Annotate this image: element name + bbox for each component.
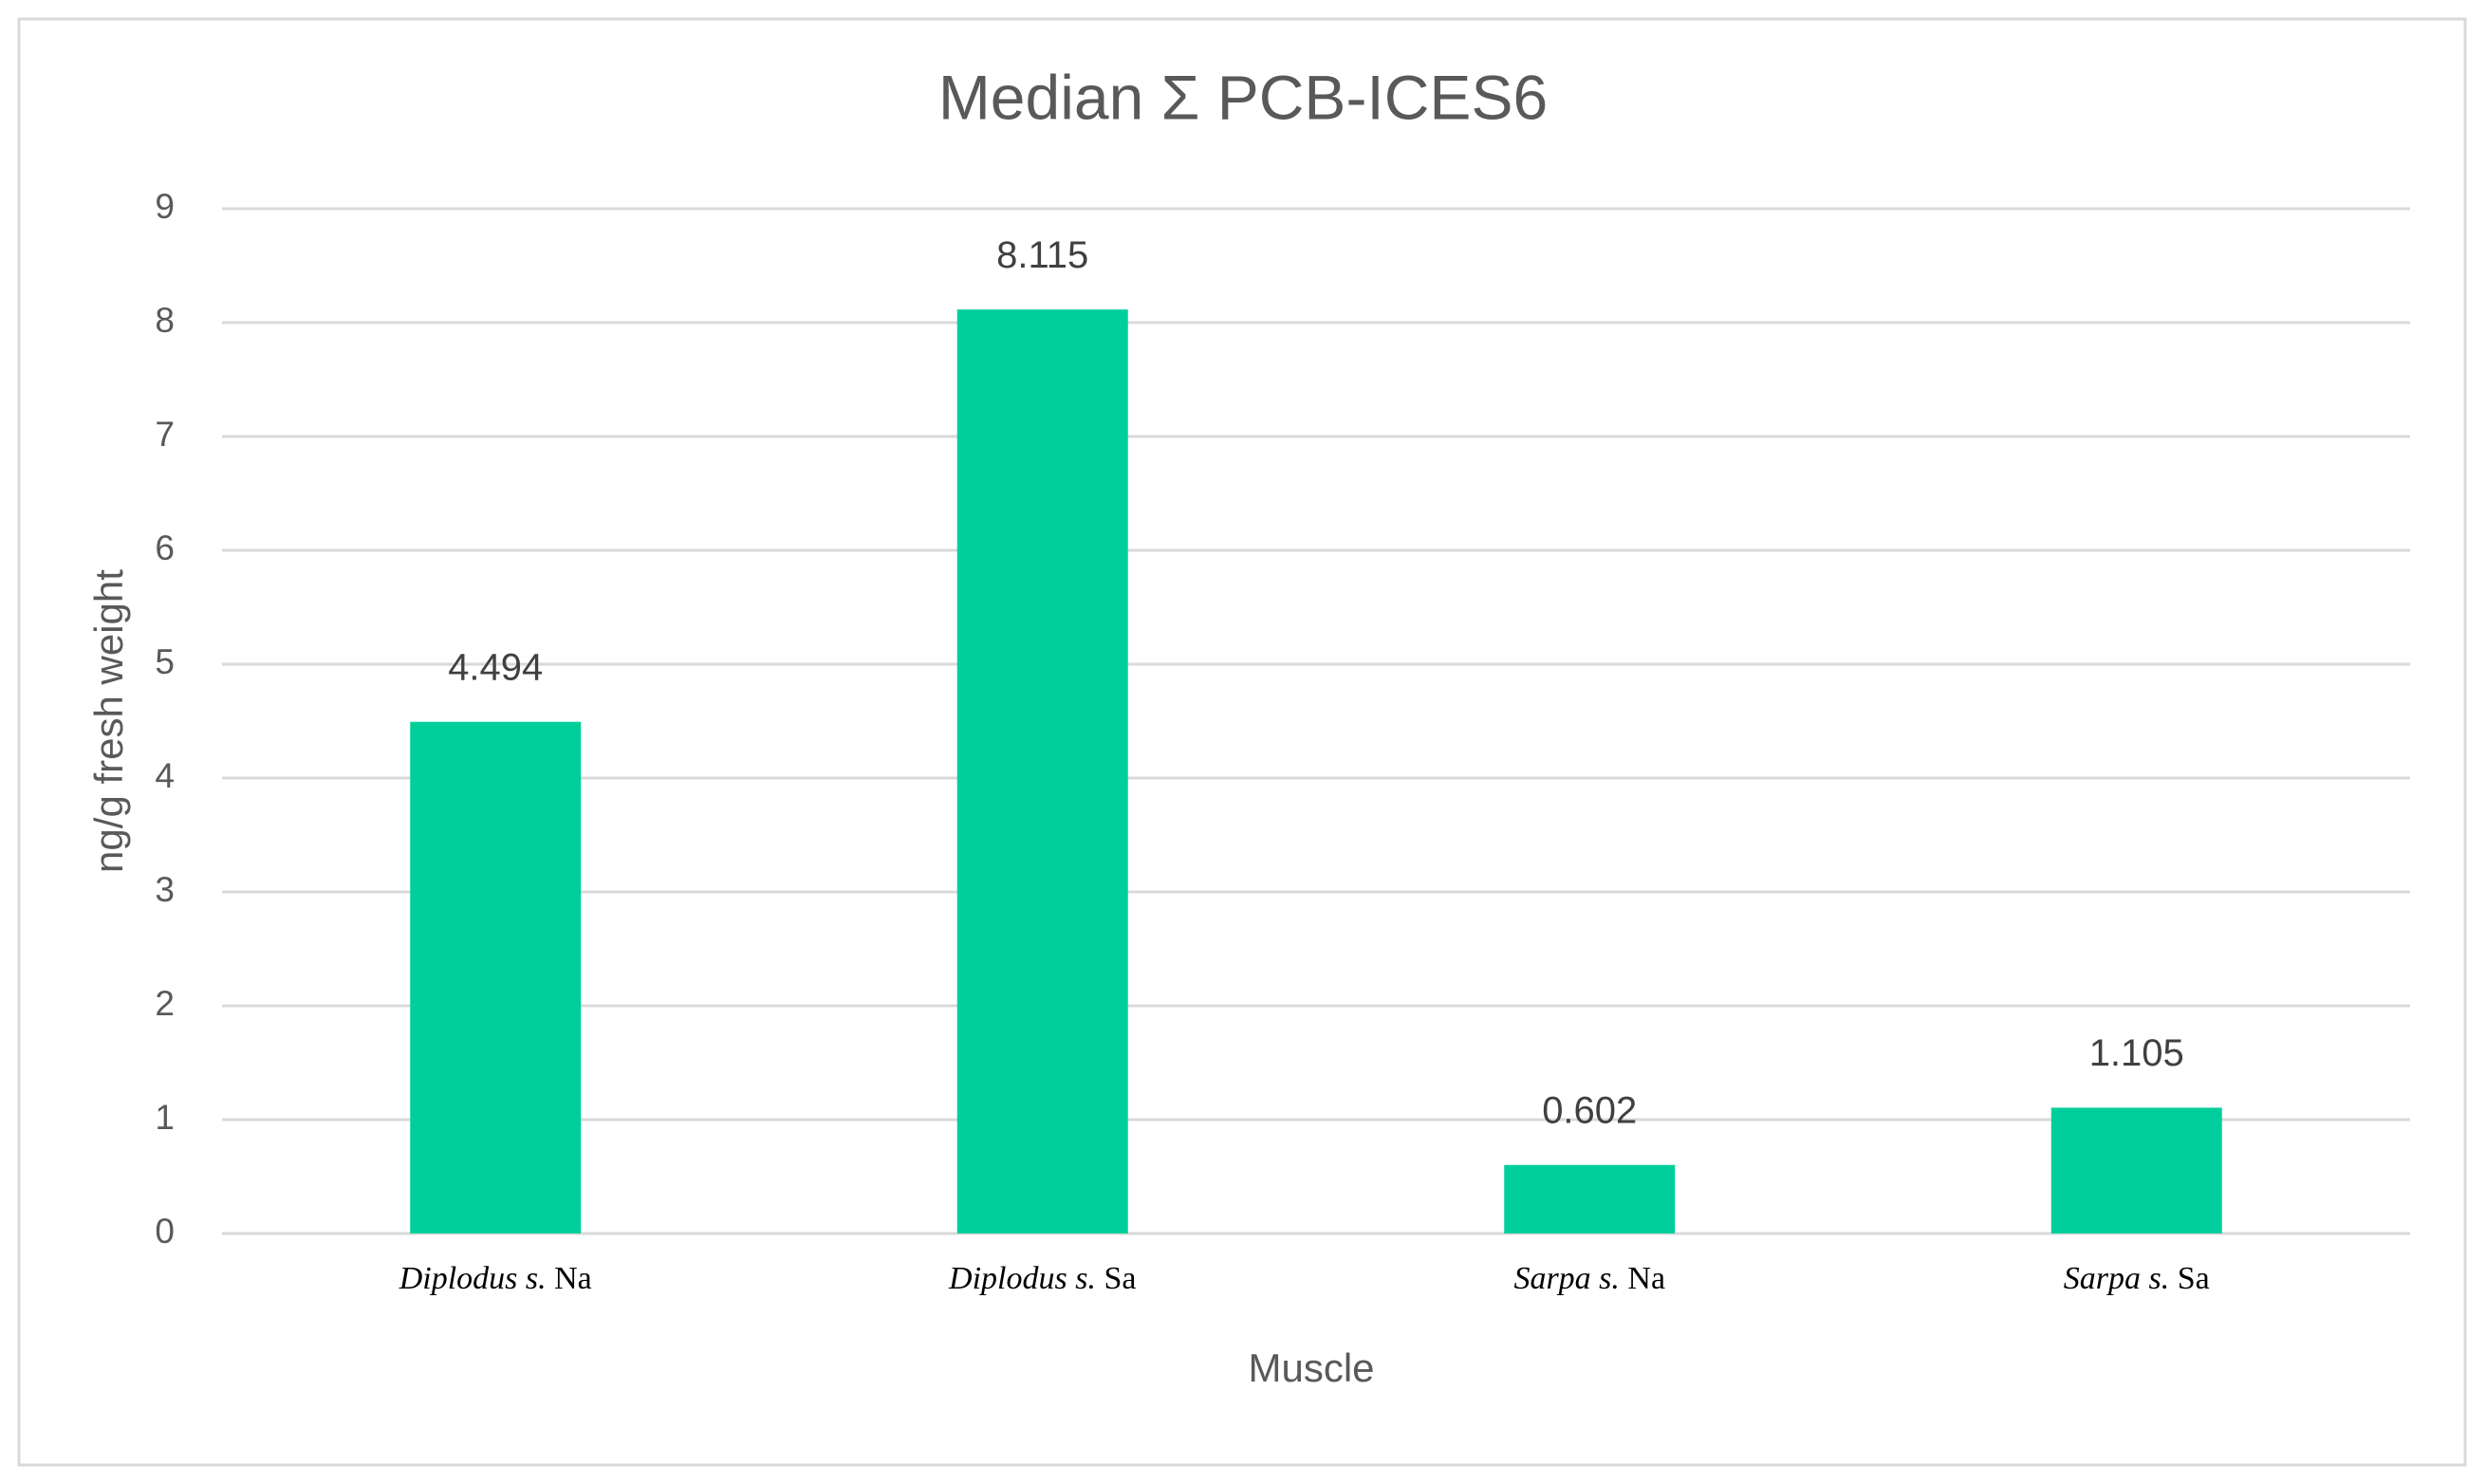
x-axis-label: Muscle [1248,1345,1374,1390]
bar [410,721,582,1234]
y-tick-label: 7 [155,415,175,454]
y-tick-label: 4 [155,756,175,795]
y-tick-label: 1 [155,1098,175,1137]
bar [2050,1107,2222,1234]
y-axis-label: ng/g fresh weight [86,569,131,873]
value-label: 4.494 [448,646,543,688]
x-tick-label: Sarpa s. Sa [2064,1261,2210,1296]
y-tick-label: 6 [155,529,175,567]
x-tick-label: Sarpa s. Na [1513,1261,1665,1296]
bar [956,309,1128,1234]
y-tick-label: 3 [155,870,175,909]
chart-frame [17,17,2467,1467]
bar [1504,1164,1676,1234]
x-tick-label: Diplodus s. Na [399,1261,592,1296]
x-tick-label: Diplodus s. Sa [948,1261,1136,1296]
y-tick-label: 5 [155,642,175,681]
chart-title: Median Σ PCB-ICES6 [938,62,1548,132]
value-label: 1.105 [2089,1032,2184,1074]
y-tick-label: 8 [155,301,175,340]
value-label: 8.115 [996,234,1088,276]
value-label: 0.602 [1542,1089,1637,1131]
y-tick-label: 2 [155,984,175,1023]
y-tick-label: 0 [155,1212,175,1251]
y-tick-label: 9 [155,187,175,226]
